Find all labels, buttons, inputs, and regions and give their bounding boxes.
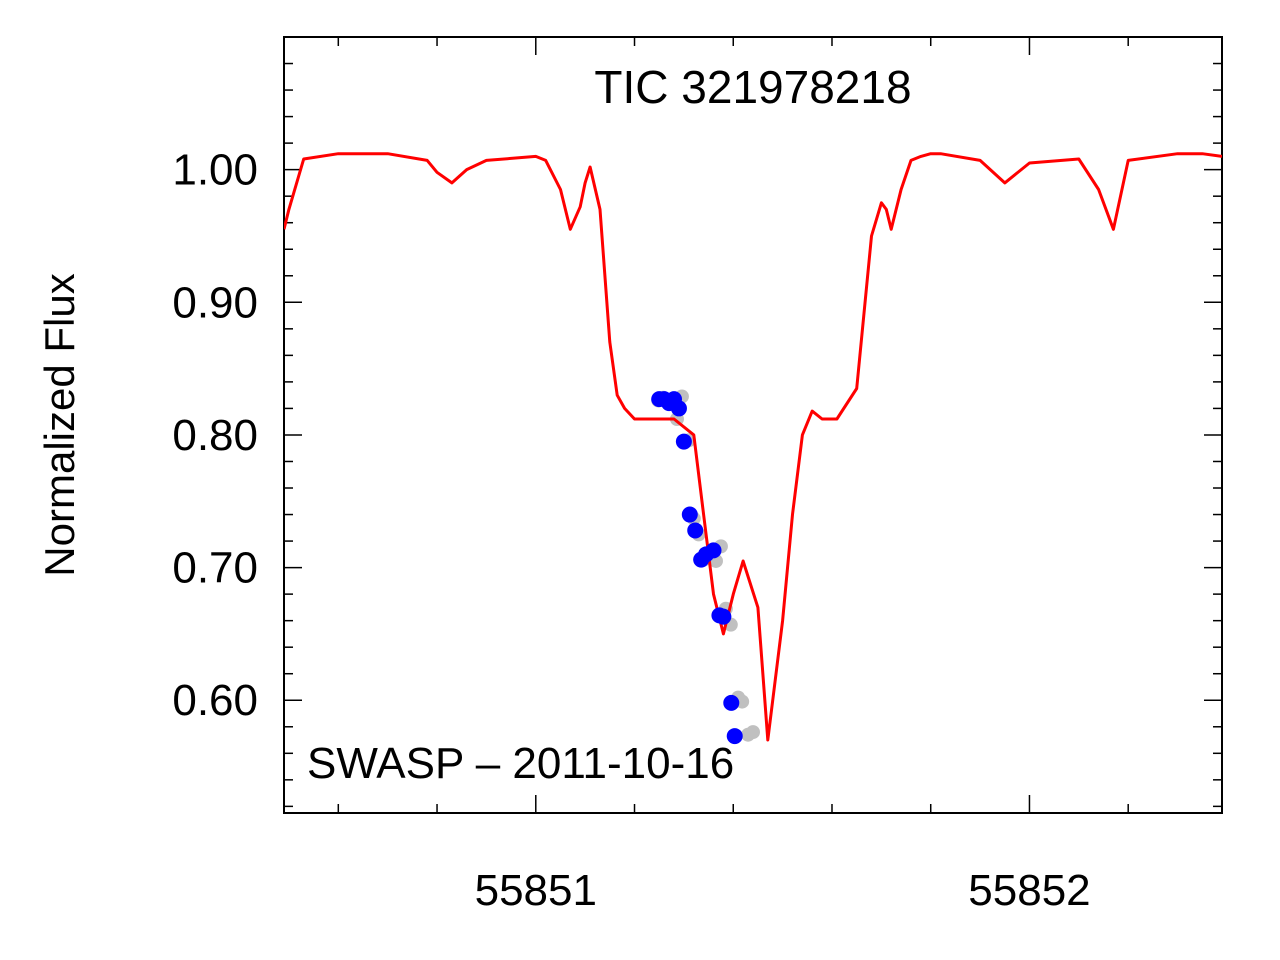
model-line (284, 152, 1222, 742)
data-point (681, 506, 698, 523)
data-point (675, 433, 692, 450)
series-layer (284, 152, 1222, 745)
axis-tick-labels: 0.60 0.70 0.80 0.90 1.00 55851 55852 (172, 146, 1090, 915)
data-point (670, 400, 687, 417)
y-axis-title: Normalized Flux (36, 273, 83, 576)
y-tick-label: 0.60 (172, 676, 258, 725)
data-point (726, 728, 743, 745)
plot-frame (283, 36, 1223, 814)
y-tick-label: 1.00 (172, 146, 258, 195)
comparison-point (746, 725, 760, 740)
y-tick-label: 0.80 (172, 411, 258, 460)
data-point (723, 694, 740, 711)
data-point (687, 522, 704, 539)
x-tick-label: 55852 (968, 866, 1090, 915)
data-point (705, 542, 722, 559)
data-point (715, 608, 732, 625)
y-tick-label: 0.70 (172, 544, 258, 593)
x-tick-label: 55851 (475, 866, 597, 915)
annotation-label: SWASP – 2011-10-16 (307, 739, 734, 788)
axis-ticks (284, 36, 1222, 813)
plot-frame-group (283, 36, 1223, 814)
y-tick-label: 0.90 (172, 278, 258, 327)
chart-title: TIC 321978218 (594, 61, 911, 113)
